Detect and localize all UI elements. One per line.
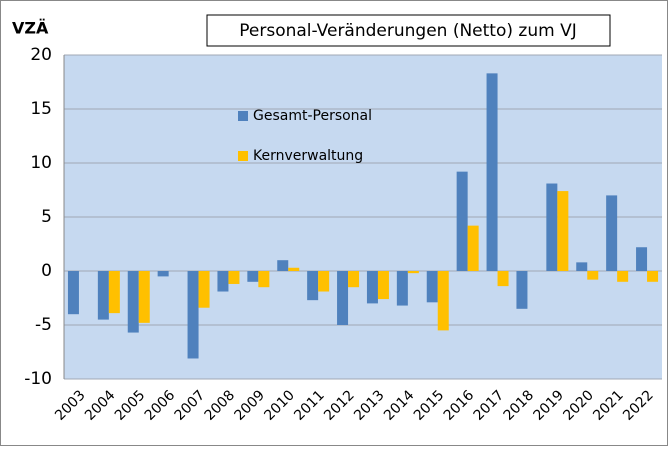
bar (467, 225, 479, 271)
bar (348, 271, 360, 288)
y-tick-label: -5 (35, 315, 52, 335)
bar (636, 247, 648, 271)
bar (587, 271, 599, 280)
bar (647, 271, 659, 282)
bar (546, 183, 558, 271)
bar (228, 271, 240, 284)
bar (576, 262, 588, 271)
bar (157, 271, 169, 277)
bar (217, 271, 229, 292)
bar (108, 271, 120, 314)
bar (127, 271, 139, 333)
bar (318, 271, 330, 292)
bar (307, 271, 319, 301)
bar (337, 271, 349, 325)
bar (277, 260, 289, 271)
bar (407, 271, 419, 274)
y-axis-label: VZÄ (12, 19, 49, 38)
chart-title: Personal-Veränderungen (Netto) zum VJ (239, 21, 576, 41)
legend-label: Gesamt-Personal (253, 108, 372, 124)
bar (97, 271, 109, 320)
bar (486, 73, 498, 271)
y-tick-label: -10 (24, 369, 52, 389)
y-tick-label: 15 (30, 99, 52, 119)
bar (377, 271, 389, 300)
bar (426, 271, 438, 303)
bar (557, 191, 569, 271)
bar (366, 271, 378, 304)
legend-swatch (238, 111, 248, 121)
bar (67, 271, 79, 315)
bar (396, 271, 408, 306)
bar (456, 171, 468, 271)
bar (437, 271, 449, 331)
bar (497, 271, 509, 287)
bar (138, 271, 150, 323)
y-tick-label: 0 (41, 261, 52, 281)
legend-label: Kernverwaltung (253, 148, 363, 164)
y-tick-label: 20 (30, 45, 52, 65)
bar (606, 195, 618, 271)
bar (516, 271, 528, 309)
title-box (206, 14, 611, 47)
bar (247, 271, 259, 282)
bar (198, 271, 210, 308)
y-tick-label: 5 (41, 207, 52, 227)
legend-swatch (238, 151, 248, 161)
bar (187, 271, 199, 359)
bar (258, 271, 270, 288)
y-tick-label: 10 (30, 153, 52, 173)
bar (617, 271, 629, 282)
bar (288, 267, 300, 271)
